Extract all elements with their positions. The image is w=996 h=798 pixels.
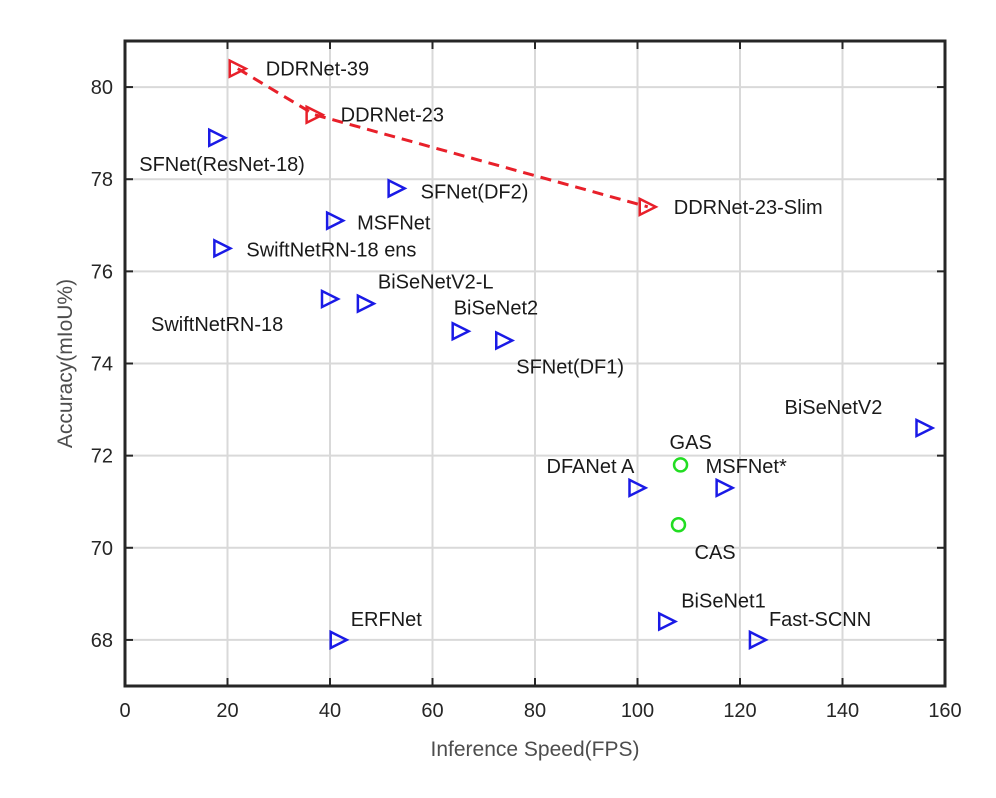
y-tick-label: 80 bbox=[91, 77, 113, 99]
x-tick-label: 100 bbox=[621, 700, 654, 722]
x-tick-label: 0 bbox=[119, 700, 130, 722]
x-tick-label: 160 bbox=[928, 700, 961, 722]
label-sfnet-resnet-18: SFNet(ResNet-18) bbox=[139, 154, 305, 176]
y-tick-label: 72 bbox=[91, 446, 113, 468]
point-swiftnetrn-18 bbox=[320, 288, 341, 310]
point-bisenet2 bbox=[451, 321, 472, 342]
data-points bbox=[208, 58, 936, 650]
point-cas bbox=[670, 517, 687, 533]
label-bisenetv2: BiSeNetV2 bbox=[785, 397, 883, 419]
point-msfnet bbox=[325, 210, 346, 231]
point-sfnet-df1 bbox=[495, 330, 516, 351]
label-cas: CAS bbox=[695, 542, 736, 564]
label-erfnet: ERFNet bbox=[351, 609, 423, 631]
point-erfnet bbox=[329, 629, 350, 650]
point-bisenetv2 bbox=[915, 417, 936, 439]
y-tick-label: 70 bbox=[91, 538, 113, 560]
point-sfnet-df2 bbox=[387, 178, 408, 199]
axis-ticks: 0 20 40 60 80 100 120 140 160 68 70 72 74 76 78 80 bbox=[91, 41, 962, 722]
point-sfnet-resnet-18 bbox=[208, 127, 229, 148]
point-msfnet bbox=[715, 477, 736, 498]
x-tick-label: 60 bbox=[421, 700, 443, 722]
label-bisenetv2-l: BiSeNetV2-L bbox=[378, 272, 494, 294]
y-tick-label: 78 bbox=[91, 169, 113, 191]
point-gas bbox=[672, 457, 689, 473]
point-ddrnet-23 bbox=[305, 104, 326, 125]
label-fast-scnn: Fast-SCNN bbox=[769, 609, 871, 631]
point-ddrnet-39 bbox=[228, 58, 249, 79]
label-ddrnet-23: DDRNet-23 bbox=[341, 105, 444, 127]
x-tick-label: 20 bbox=[216, 700, 238, 722]
point-labels: DDRNet-39 DDRNet-23 DDRNet-23-Slim SFNet(Re… bbox=[139, 59, 882, 631]
y-tick-label: 68 bbox=[91, 630, 113, 652]
label-bisenet1: BiSeNet1 bbox=[681, 591, 766, 613]
x-tick-label: 120 bbox=[723, 700, 756, 722]
y-tick-label: 76 bbox=[91, 261, 113, 283]
x-tick-label: 140 bbox=[826, 700, 859, 722]
label-swiftnetrn-18-ens: SwiftNetRN-18 ens bbox=[246, 239, 416, 261]
label-dfanet-a: DFANet A bbox=[547, 456, 635, 478]
label-sfnet-df1: SFNet(DF1) bbox=[516, 356, 624, 378]
point-ddrnet-23-slim bbox=[638, 196, 659, 217]
point-bisenetv2-l bbox=[356, 293, 377, 314]
x-tick-label: 40 bbox=[319, 700, 341, 722]
x-tick-label: 80 bbox=[524, 700, 546, 722]
point-bisenet1 bbox=[657, 611, 679, 632]
x-axis-title: Inference Speed(FPS) bbox=[431, 738, 640, 761]
point-fast-scnn bbox=[748, 629, 769, 650]
y-axis-title: Accuracy(mIoU%) bbox=[54, 279, 77, 448]
label-ddrnet-23-slim: DDRNet-23-Slim bbox=[674, 197, 823, 219]
point-dfanet-a bbox=[628, 477, 649, 498]
point-swiftnetrn-18-ens bbox=[213, 238, 234, 259]
label-bisenet2: BiSeNet2 bbox=[454, 297, 539, 319]
label-swiftnetrn-18: SwiftNetRN-18 bbox=[151, 314, 283, 336]
grid-lines bbox=[125, 41, 945, 686]
label-msfnet: MSFNet* bbox=[706, 456, 787, 478]
y-tick-label: 74 bbox=[91, 354, 113, 376]
label-msfnet: MSFNet bbox=[357, 213, 431, 235]
label-sfnet-df2: SFNet(DF2) bbox=[421, 181, 529, 203]
label-gas: GAS bbox=[670, 432, 712, 454]
label-ddrnet-39: DDRNet-39 bbox=[266, 59, 369, 81]
